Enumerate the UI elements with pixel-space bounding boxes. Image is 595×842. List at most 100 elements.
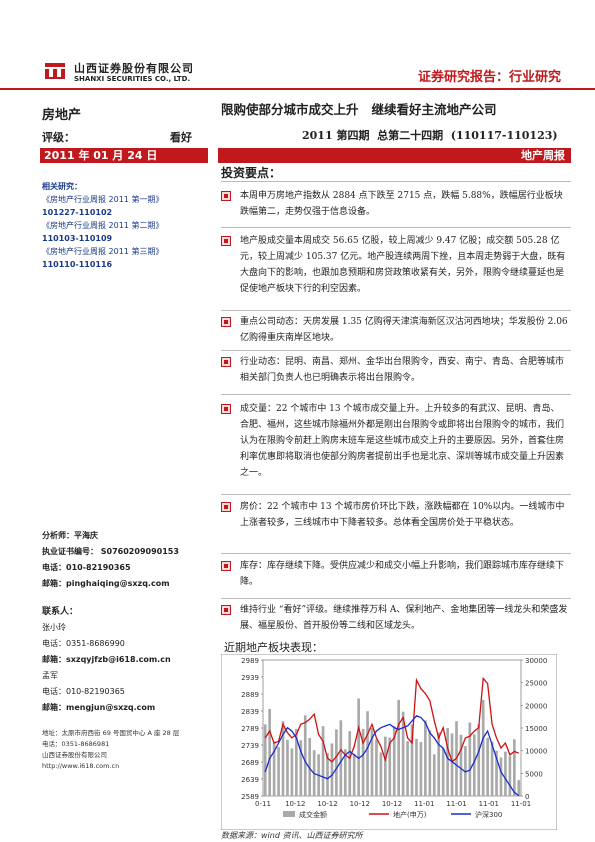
volume-bar [366,711,369,796]
issue-info: 2011 第四期 总第二十四期 (110117-110123) [302,129,558,142]
volume-bar [388,737,392,796]
company-name-cn: 山西证券股份有限公司 [74,62,194,75]
volume-bar [277,747,280,796]
address-url[interactable]: http://www.i618.com.cn [42,762,120,770]
related-item-2[interactable]: 《房地产行业周报 2011 第二期》 [42,221,164,230]
volume-bar [401,711,405,796]
key-point-text: 重点公司动态：天房发展 1.35 亿购得天津滨海新区汉沽河西地块；华发股份 2.… [240,317,568,343]
volume-bar [308,737,312,796]
right-tick-label: 10000 [525,748,547,756]
legend-label-csi300: 沪深300 [475,810,502,819]
rating-value: 看好 [170,131,192,144]
volume-bar [286,739,289,796]
industry-name: 房地产 [42,108,82,123]
volume-bar [432,754,436,796]
contacts-title: 联系人： [42,607,79,617]
analyst-block: 分析师：平海庆 执业证书编号： S0760209090153 电话：010-82… [42,528,217,592]
bullet-icon [221,191,231,201]
x-tick-label: 10-12 [350,800,370,808]
header-rule [0,88,595,90]
key-point-1: 本周申万房地产指数从 2884 点下跌至 2715 点，跌幅 5.88%，跌幅居… [221,188,568,220]
rating-label: 评级： [42,131,75,144]
key-point-5: 成交量：22 个城市中 13 个城市成交量上升。上升较多的有武汉、昆明、青岛、合… [221,401,568,481]
date-bar: 2011 年 01 月 24 日 [40,148,208,163]
volume-bar [295,728,298,796]
volume-bar [446,728,449,796]
volume-bar [490,741,494,796]
volume-bar [335,729,338,796]
contact-phone: 电话：010-82190365 [42,687,125,696]
volume-bar [459,734,463,796]
contacts-block: 联系人： 张小玲 电话：0351-8686990 邮箱：sxzqyjfzb@i6… [42,604,217,716]
divider [221,350,571,351]
volume-bar [464,746,467,796]
source-note: 数据来源：wind 资讯、山西证券研究所 [221,831,363,840]
contact-email[interactable]: 邮箱：mengjun@sxzq.com [42,703,156,712]
bullet-icon [221,605,231,615]
left-tick-label: 2889 [241,691,259,699]
x-tick-label: 11-01 [479,800,499,808]
company-name-en: SHANXI SECURITIES CO., LTD. [74,75,191,83]
bullet-icon [221,561,231,571]
key-point-4: 行业动态：昆明、南昌、郑州、金华出台限购令，西安、南宁、青岛、合肥等城市相关部门… [221,354,568,386]
right-tick-label: 5000 [525,770,543,778]
x-tick-label: 10-12 [382,800,402,808]
volume-bar [379,752,383,796]
volume-bar [499,757,503,796]
left-tick-label: 2839 [241,708,259,716]
volume-bar [504,751,507,796]
address-line: 地址：太原市府西街 69 号国贸中心 A 座 28 层 [42,729,180,737]
contact-email[interactable]: 邮箱：sxzqyjfzb@i618.com.cn [42,655,171,664]
volume-bar [512,739,516,796]
key-point-text: 地产股成交量本周成交 56.65 亿股，较上周减少 9.47 亿股；成交额 50… [240,236,566,294]
company-logo [42,60,68,82]
bullet-icon [221,357,231,367]
x-tick-label: 11-01 [446,800,466,808]
divider [221,494,571,495]
volume-bar [348,731,352,796]
volume-bar [415,738,418,796]
x-tick-label: 10-12 [285,800,305,808]
left-tick-label: 2789 [241,725,259,733]
property-sector-chart: 2989 2939 2889 2839 2789 2739 2689 2639 2589 3000… [220,653,558,831]
left-tick-label: 2739 [241,742,259,750]
report-tag: 地产周报 [521,149,565,162]
volume-bar [419,742,423,796]
key-point-3: 重点公司动态：天房发展 1.35 亿购得天津滨海新区汉沽河西地块；华发股份 2.… [221,314,568,346]
x-tick-label: 11-01 [414,800,434,808]
volume-bar [472,734,476,796]
volume-bar [477,724,481,796]
volume-bar [326,753,329,796]
volume-bar [303,715,307,796]
related-item-3[interactable]: 《房地产行业周报 2011 第三期》 [42,247,164,256]
address-company: 山西证券股份有限公司 [42,751,107,759]
volume-bar [268,708,272,796]
legend-label-volume: 成交金额 [299,810,327,819]
volume-bar [272,741,276,796]
volume-bar [428,730,432,796]
volume-bar [370,728,374,796]
volume-bar [263,724,267,796]
right-tick-label: 30000 [525,657,547,665]
bullet-icon [221,236,231,246]
report-date: 2011 年 01 月 24 日 [44,149,158,162]
report-tag-bar: 地产周报 [218,148,571,163]
contact-name: 张小玲 [42,623,66,632]
analyst-email[interactable]: 邮箱：pinghaiqing@sxzq.com [42,579,170,588]
key-point-2: 地产股成交量本周成交 56.65 亿股，较上周减少 9.47 亿股；成交额 50… [221,233,568,297]
volume-bar [406,741,409,796]
contact-name: 孟军 [42,671,58,680]
left-tick-label: 2589 [241,793,259,801]
report-type: 证券研究报告：行业研究 [418,70,562,85]
volume-bar [375,739,378,796]
divider [221,181,571,182]
x-tick-label: 10-12 [317,800,337,808]
volume-bar [508,756,512,796]
analyst-phone: 电话：010-82190365 [42,563,131,572]
key-points-heading: 投资要点： [221,166,282,180]
volume-bar [495,750,498,796]
related-item-1[interactable]: 《房地产行业周报 2011 第一期》 [42,195,164,204]
volume-bar [468,722,472,796]
logo-mark-icon [42,60,68,82]
volume-bar [290,748,294,796]
